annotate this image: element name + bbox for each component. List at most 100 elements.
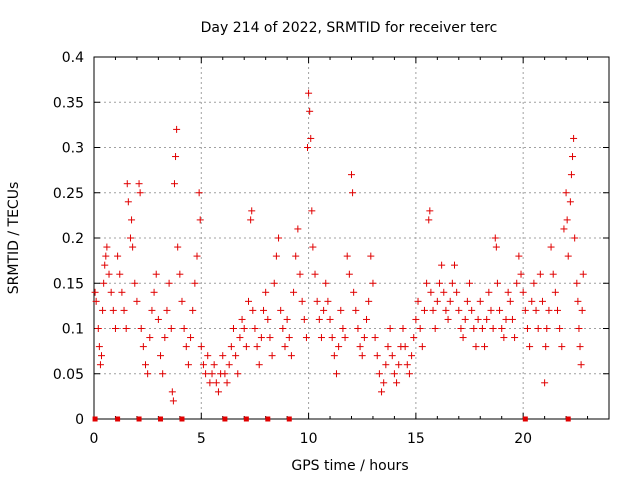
data-point — [363, 315, 371, 323]
data-point — [508, 315, 516, 323]
data-point — [349, 189, 357, 197]
data-point — [545, 306, 553, 314]
data-point — [513, 279, 521, 287]
data-point — [199, 361, 207, 369]
data-point — [326, 315, 334, 323]
data-point — [322, 279, 330, 287]
data-point — [541, 379, 549, 387]
data-point — [302, 334, 310, 342]
data-point — [131, 279, 139, 287]
data-point — [169, 397, 177, 405]
data-point — [161, 334, 169, 342]
data-point — [530, 279, 538, 287]
data-point — [485, 288, 493, 296]
data-point — [214, 388, 222, 396]
data-point — [193, 252, 201, 260]
y-axis-label: SRMTID / TECUs — [6, 182, 22, 295]
data-point — [136, 189, 144, 197]
y-tick-label: 0.2 — [62, 231, 84, 247]
x-tick-label: 10 — [300, 431, 318, 447]
data-point — [399, 325, 407, 332]
data-point — [523, 325, 531, 332]
data-point — [532, 306, 540, 314]
data-point — [332, 370, 340, 378]
data-point — [98, 352, 106, 360]
data-point — [95, 343, 103, 351]
data-point — [154, 315, 162, 323]
data-point — [309, 243, 317, 251]
data-point — [266, 334, 274, 342]
data-point — [502, 315, 510, 323]
y-tick-labels: 0 0.05 0.1 0.15 0.2 0.25 0.3 0.35 0.4 — [53, 50, 84, 428]
data-point — [168, 388, 176, 396]
data-point — [146, 334, 154, 342]
y-tick-label: 0 — [75, 412, 84, 428]
data-point — [350, 288, 358, 296]
data-point — [459, 334, 467, 342]
data-point — [567, 171, 575, 179]
x-tick-labels: 0 5 10 15 20 — [90, 431, 533, 447]
data-point — [405, 370, 413, 378]
x-tick-label: 0 — [90, 431, 99, 447]
data-point — [493, 279, 501, 287]
data-point — [253, 343, 261, 351]
data-point — [94, 325, 102, 332]
data-point — [99, 306, 107, 314]
data-point — [176, 270, 184, 278]
data-point — [574, 297, 582, 305]
data-point — [573, 279, 581, 287]
data-point — [178, 297, 186, 305]
data-point — [382, 361, 390, 369]
zero-marker — [222, 416, 228, 422]
data-point — [457, 325, 465, 332]
data-point — [536, 270, 544, 278]
data-point — [448, 279, 456, 287]
data-point — [369, 279, 377, 287]
data-point — [114, 252, 122, 260]
data-point — [558, 343, 566, 351]
data-point — [234, 370, 242, 378]
data-point — [260, 306, 268, 314]
data-point — [492, 243, 500, 251]
data-point — [245, 297, 252, 305]
data-point — [126, 234, 134, 242]
data-point — [123, 180, 131, 188]
data-point — [345, 270, 353, 278]
chart-title: Day 214 of 2022, SRMTID for receiver ter… — [201, 20, 498, 36]
data-point — [96, 361, 104, 369]
data-point — [534, 325, 542, 332]
data-point — [474, 315, 482, 323]
data-point — [277, 306, 285, 314]
plot-frame — [93, 56, 610, 420]
data-point — [283, 315, 291, 323]
data-point — [100, 279, 108, 287]
data-point — [451, 261, 458, 269]
data-point — [120, 306, 128, 314]
data-point — [515, 252, 523, 260]
data-point — [367, 252, 375, 260]
data-point — [570, 134, 578, 142]
data-point — [152, 270, 160, 278]
data-point — [412, 315, 420, 323]
data-point — [352, 306, 360, 314]
grid — [94, 57, 609, 419]
data-point — [272, 252, 280, 260]
data-point — [219, 352, 227, 360]
zero-marker — [92, 416, 98, 422]
data-point — [221, 370, 229, 378]
data-point — [264, 315, 272, 323]
data-point — [560, 225, 568, 233]
data-point — [124, 198, 132, 206]
data-point — [543, 325, 551, 332]
data-point — [554, 306, 561, 314]
data-point — [300, 315, 308, 323]
data-point — [542, 343, 550, 351]
data-point — [577, 361, 585, 369]
data-point — [298, 297, 306, 305]
data-point — [343, 252, 351, 260]
data-point — [426, 207, 434, 215]
data-point — [107, 288, 115, 296]
data-point — [380, 379, 388, 387]
data-point — [461, 315, 469, 323]
data-point — [191, 279, 199, 287]
